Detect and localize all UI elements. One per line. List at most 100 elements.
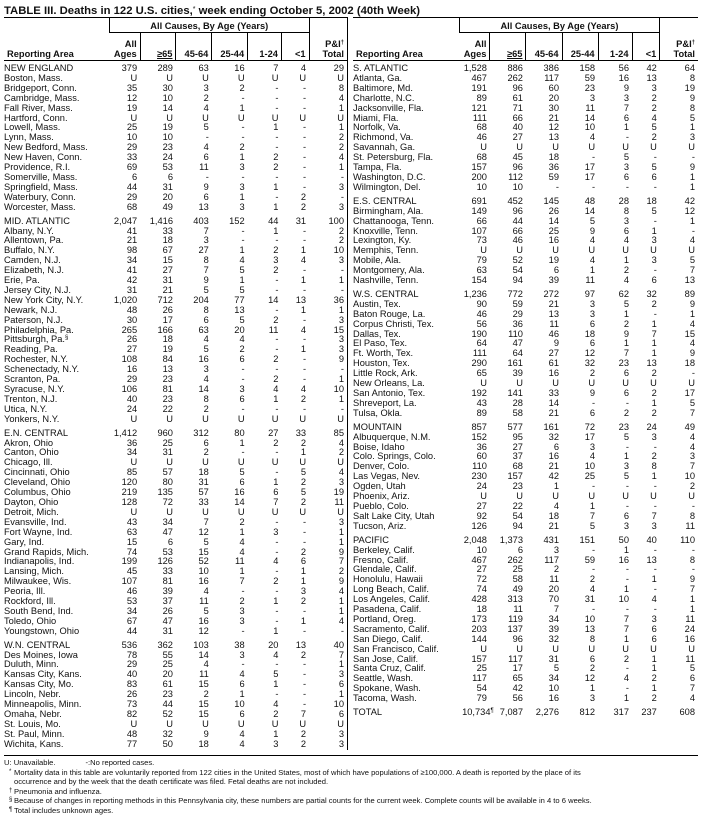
cell-age-45-64: 34 xyxy=(548,673,560,684)
cell-reporting-area: Indianapolis, Ind. xyxy=(4,556,75,567)
cell-age-1-24: 7 xyxy=(623,102,630,113)
cell-age-65-plus: 110 xyxy=(508,328,523,339)
cell-age-25-44: 11 xyxy=(234,556,245,567)
cell-age-1-24: 5 xyxy=(623,431,630,442)
cell-age-45-64: 14 xyxy=(548,215,560,226)
table-row: Boise, Idaho 36 27 6 3 - - 4 xyxy=(353,442,698,453)
cell-age-under-1: - xyxy=(302,314,307,325)
cell-age-under-1: 4 xyxy=(300,324,307,335)
cell-all-ages: U xyxy=(130,72,138,83)
table-row: Grand Rapids, Mich. 74 53 15 4 - 2 9 xyxy=(4,547,347,558)
cell-age-65-plus: 31 xyxy=(162,625,173,636)
cell-age-1-24: 3 xyxy=(623,461,630,472)
cell-age-under-1: 1 xyxy=(651,574,657,585)
cell-reporting-area: E.S. CENTRAL xyxy=(353,195,417,206)
cell-all-ages: 33 xyxy=(126,152,138,163)
cell-pi-total: 19 xyxy=(684,82,695,93)
table-row: Birmingham, Ala. 149 96 26 14 8 5 12 xyxy=(353,205,698,217)
cell-all-ages: 77 xyxy=(126,738,138,749)
cell-age-under-1: 4 xyxy=(300,63,307,73)
left-table-panel: All Causes, By Age (Years) Reporting Are… xyxy=(4,17,348,750)
cell-reporting-area: Lansing, Mich. xyxy=(4,566,64,577)
cell-age-25-44: 6 xyxy=(239,709,245,719)
cell-pi-total: 3 xyxy=(338,201,344,212)
cell-all-ages: U xyxy=(130,506,138,517)
cell-age-45-64: 161 xyxy=(543,421,560,432)
cell-all-ages: 31 xyxy=(126,284,138,295)
cell-age-45-64: 15 xyxy=(198,709,209,719)
cell-age-25-44: 3 xyxy=(589,693,596,704)
cell-age-25-44: U xyxy=(588,643,596,654)
cell-reporting-area: MOUNTAIN xyxy=(353,421,402,432)
cell-all-ages: 43 xyxy=(126,516,138,527)
cell-all-ages: 53 xyxy=(126,596,138,607)
cell-age-under-1: 2 xyxy=(651,388,657,398)
cell-age-65-plus: 166 xyxy=(157,324,173,335)
cell-age-45-64: 31 xyxy=(198,477,209,488)
table-row: Baton Rouge, La. 46 29 13 3 1 - 1 xyxy=(353,308,698,320)
cell-age-65-plus: 1,416 xyxy=(149,215,173,226)
cell-age-65-plus: 161 xyxy=(507,358,523,369)
cell-age-45-64: 10 xyxy=(548,683,560,694)
cell-age-25-44: 3 xyxy=(239,162,245,173)
cell-reporting-area: Birmingham, Ala. xyxy=(353,205,424,216)
cell-age-65-plus: 94 xyxy=(512,520,523,531)
cell-age-65-plus: 262 xyxy=(507,554,523,565)
cell-reporting-area: Pittsburgh, Pa.§ xyxy=(4,334,69,345)
table-row: Pasadena, Calif. 18 11 7 - - - 1 xyxy=(353,604,698,615)
table-row: St. Louis, Mo. U U U U U U U xyxy=(4,719,347,730)
cell-pi-total: 7 xyxy=(689,265,695,276)
cell-reporting-area: Ft. Worth, Tex. xyxy=(353,348,414,359)
cell-age-1-24: 2 xyxy=(623,265,630,276)
cell-age-25-44: 16 xyxy=(234,63,245,73)
cell-age-1-24: 6 xyxy=(623,510,630,521)
cell-age-65-plus: 6 xyxy=(167,536,173,547)
table-row: Montgomery, Ala. 63 54 6 1 2 - 7 xyxy=(353,265,698,276)
cell-reporting-area: Santa Cruz, Calif. xyxy=(353,663,426,674)
cell-age-65-plus: 31 xyxy=(162,181,173,192)
cell-age-65-plus: U xyxy=(166,506,173,517)
cell-age-under-1: - xyxy=(302,171,307,182)
table-row: Cincinnati, Ohio 85 57 18 5 - 5 4 xyxy=(4,467,347,478)
cell-pi-total: 1 xyxy=(338,536,344,547)
cell-age-1-24: 1 xyxy=(273,679,279,690)
cell-age-1-24: U xyxy=(622,491,630,502)
table-row: Miami, Fla. 111 66 21 14 6 4 5 xyxy=(353,113,698,124)
cell-pi-total: 1 xyxy=(689,171,695,182)
table-row: Glendale, Calif. 27 25 2 - - - - xyxy=(353,564,698,575)
cell-age-under-1: - xyxy=(302,92,307,103)
cell-pi-total: U xyxy=(337,112,344,123)
cell-age-under-1: - xyxy=(653,215,657,226)
cell-age-25-44: 3 xyxy=(239,649,245,660)
cell-age-1-24: - xyxy=(275,467,279,478)
cell-age-45-64: 16 xyxy=(198,615,209,626)
cell-pi-total: 1 xyxy=(338,102,344,113)
cell-all-ages: 15 xyxy=(126,536,138,547)
cell-age-45-64: - xyxy=(555,181,560,192)
table-row: San Diego, Calif. 144 96 32 8 1 6 16 xyxy=(353,634,698,645)
cell-age-1-24: U xyxy=(622,378,630,389)
cell-age-under-1: 3 xyxy=(300,586,307,597)
cell-age-25-44: U xyxy=(237,72,245,83)
cell-pi-total: 7 xyxy=(689,584,695,595)
cell-age-45-64: 2 xyxy=(203,447,209,458)
cell-pi-total: 1 xyxy=(338,304,344,315)
cell-pi-total: 4 xyxy=(338,586,344,597)
cell-age-under-1: 33 xyxy=(295,427,307,438)
cell-pi-total: 2 xyxy=(689,481,695,492)
cell-all-ages: 46 xyxy=(476,308,487,319)
cell-age-25-44: U xyxy=(237,413,245,424)
cell-pi-total: 1 xyxy=(689,604,695,615)
cell-reporting-area: Omaha, Nebr. xyxy=(4,709,62,719)
cell-reporting-area: Lowell, Mass. xyxy=(4,122,61,133)
cell-age-1-24: - xyxy=(275,171,279,182)
table-row: Milwaukee, Wis. 107 81 16 7 2 1 9 xyxy=(4,576,347,587)
cell-age-25-44: U xyxy=(237,457,245,468)
cell-reporting-area: PACIFIC xyxy=(353,534,389,545)
cell-all-ages: 41 xyxy=(126,265,138,276)
cell-age-45-64: 27 xyxy=(548,348,560,359)
cell-all-ages: 54 xyxy=(476,683,487,694)
table-row: Fort Wayne, Ind. 63 47 12 1 3 - 1 xyxy=(4,526,347,538)
cell-age-65-plus: U xyxy=(166,112,173,123)
cell-age-1-24: 3 xyxy=(273,526,279,537)
